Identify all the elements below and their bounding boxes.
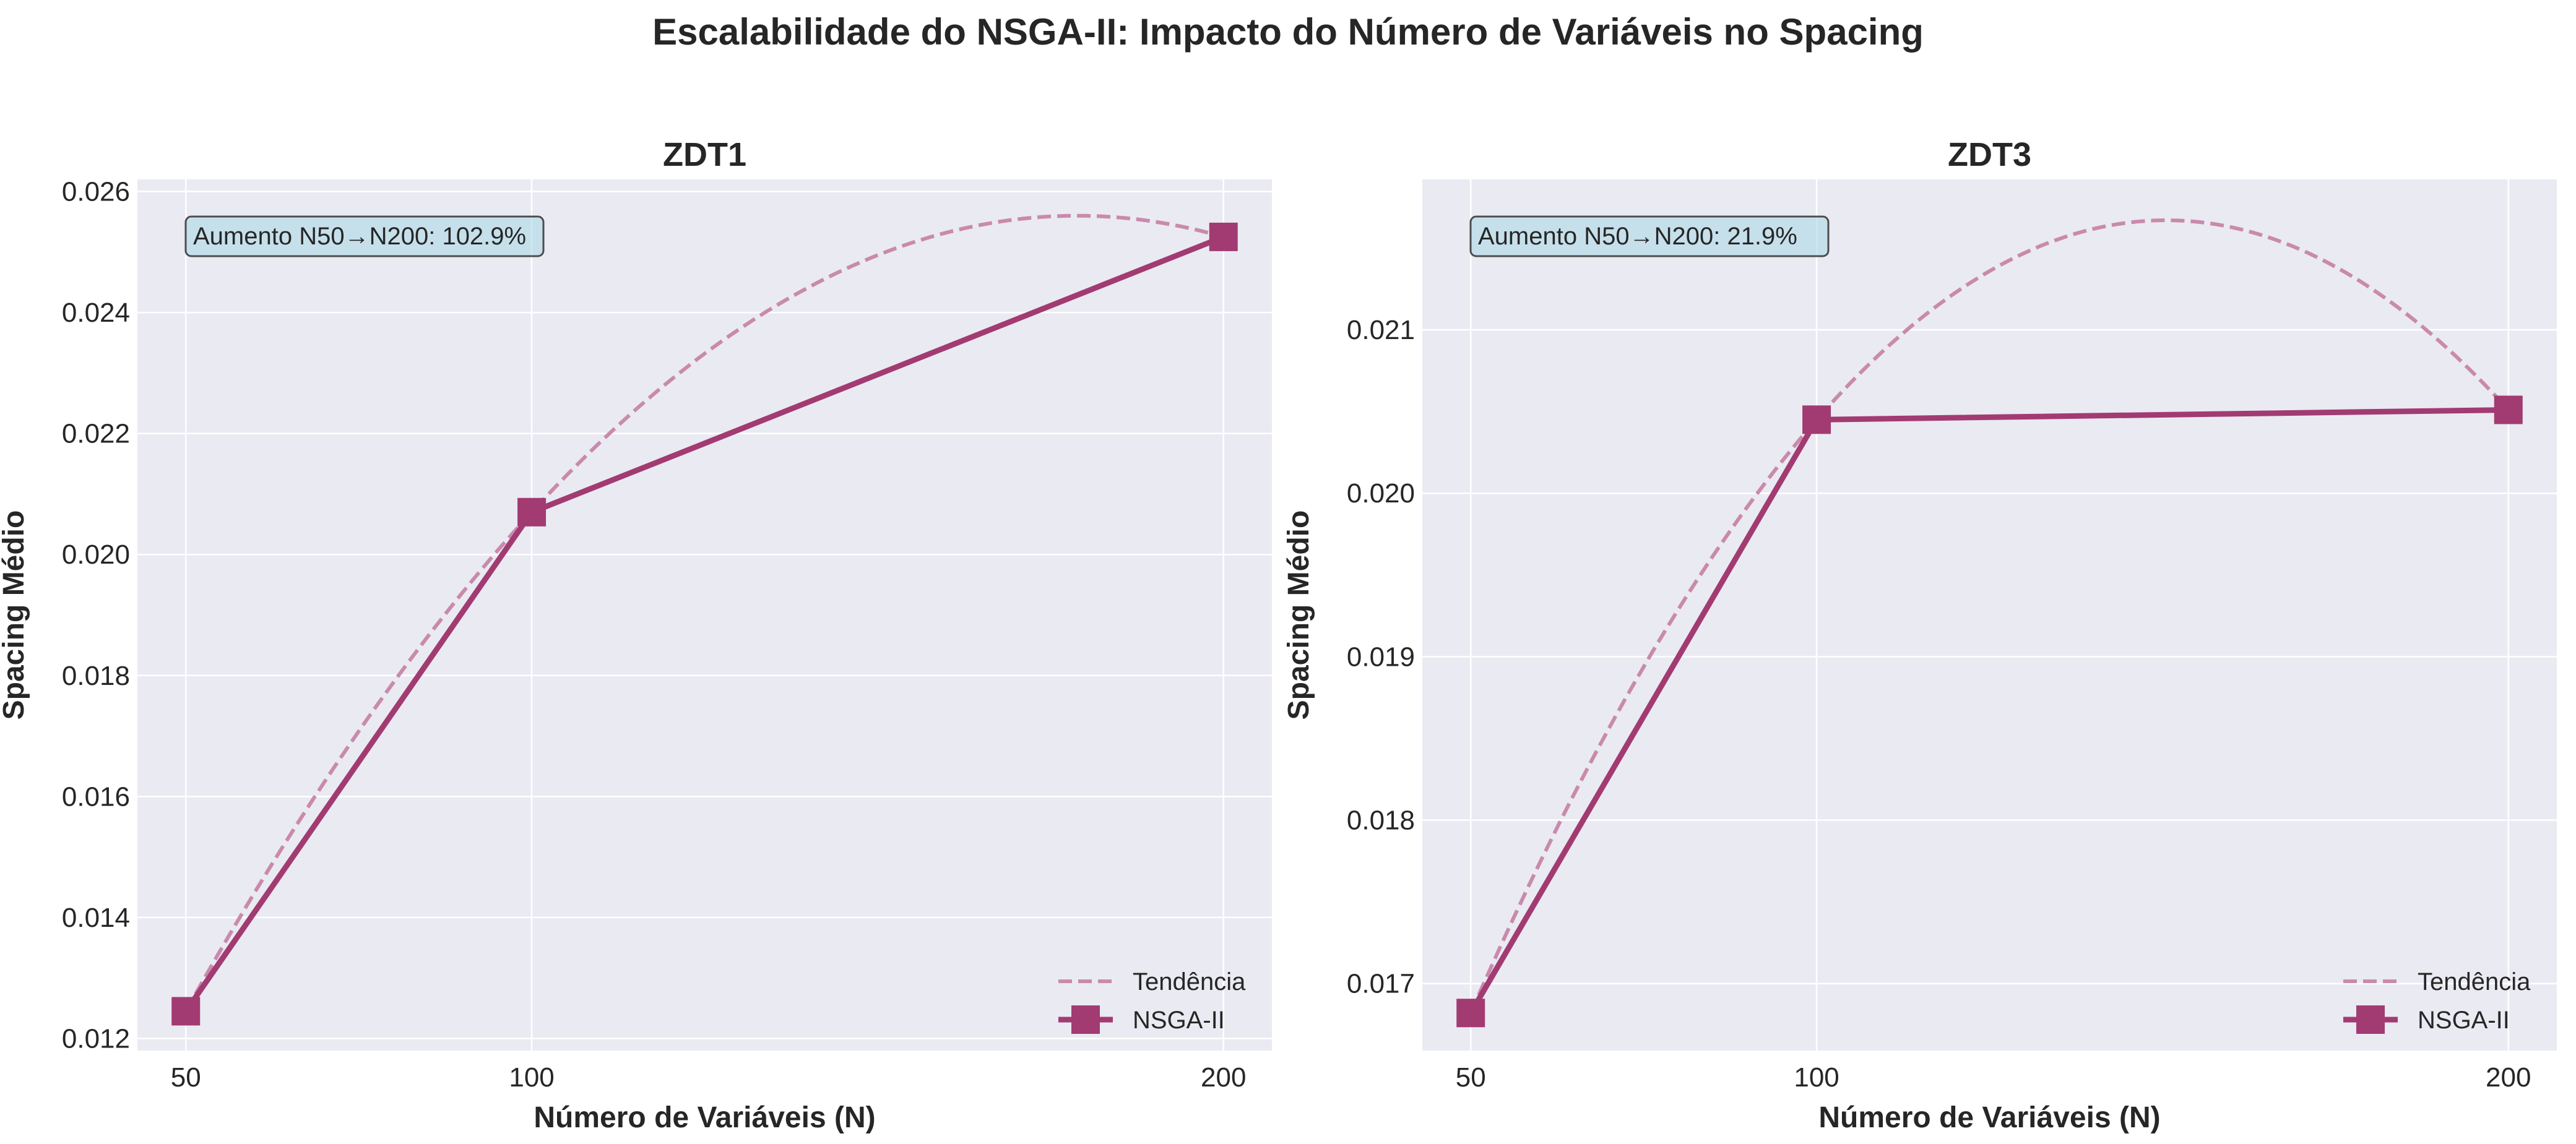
y-tick-label: 0.020 bbox=[1347, 478, 1415, 509]
data-point-marker bbox=[2494, 395, 2523, 424]
y-tick-label: 0.012 bbox=[62, 1023, 130, 1054]
x-axis-label: Número de Variáveis (N) bbox=[534, 1101, 875, 1134]
plot-area bbox=[137, 179, 1272, 1051]
legend-series-marker bbox=[1071, 1005, 1100, 1034]
trend-line bbox=[1469, 218, 2510, 1014]
data-point-marker bbox=[1209, 222, 1238, 251]
y-tick-label: 0.020 bbox=[62, 540, 130, 570]
y-tick-label: 0.022 bbox=[62, 419, 130, 449]
x-tick-label: 100 bbox=[509, 1062, 554, 1093]
x-tick-label: 100 bbox=[1794, 1062, 1839, 1093]
y-tick-label: 0.026 bbox=[62, 177, 130, 207]
data-point-marker bbox=[1802, 405, 1831, 434]
legend-label-series: NSGA-II bbox=[2418, 1007, 2510, 1034]
y-tick-label: 0.021 bbox=[1347, 315, 1415, 345]
chart-panel-zdt1: ZDT1 0.012 0.014 0.016 0.018 0.020 0.022 0.024 0… bbox=[0, 136, 1272, 1134]
y-tick-label: 0.016 bbox=[62, 781, 130, 812]
x-tick-label: 200 bbox=[2486, 1062, 2531, 1093]
x-axis-label: Número de Variáveis (N) bbox=[1818, 1101, 2160, 1134]
y-tick-label: 0.019 bbox=[1347, 642, 1415, 672]
x-tick-label: 200 bbox=[1201, 1062, 1246, 1093]
annotation-text: Aumento N50→N200: 102.9% bbox=[193, 223, 526, 250]
plot-area bbox=[1422, 179, 2557, 1051]
y-tick-label: 0.017 bbox=[1347, 969, 1415, 999]
annotation-box bbox=[184, 215, 545, 257]
data-point-marker bbox=[171, 997, 201, 1026]
x-tick-label: 50 bbox=[1456, 1062, 1486, 1093]
legend-label-trend: Tendência bbox=[2418, 968, 2531, 996]
trend-line bbox=[184, 213, 1224, 1012]
x-tick-label: 50 bbox=[171, 1062, 201, 1093]
data-point-marker bbox=[1456, 999, 1485, 1028]
y-tick-label: 0.018 bbox=[62, 661, 130, 691]
data-point-marker bbox=[517, 497, 547, 527]
annotation-text: Aumento N50→N200: 21.9% bbox=[1478, 223, 1797, 250]
legend-label-series: NSGA-II bbox=[1133, 1007, 1225, 1034]
legend-series-marker bbox=[2356, 1005, 2385, 1034]
annotation-box bbox=[1469, 215, 1830, 257]
y-tick-label: 0.024 bbox=[62, 298, 130, 328]
figure-title: Escalabilidade do NSGA-II: Impacto do Nú… bbox=[652, 11, 1924, 53]
chart-title: ZDT3 bbox=[1948, 136, 2031, 173]
y-tick-label: 0.014 bbox=[62, 903, 130, 933]
y-tick-label: 0.018 bbox=[1347, 806, 1415, 836]
y-axis-label: Spacing Médio bbox=[1282, 510, 1315, 720]
chart-panel-zdt3: ZDT3 0.017 0.018 0.019 0.020 0.021 50 100 200 Núm… bbox=[1282, 136, 2557, 1134]
y-axis-label: Spacing Médio bbox=[0, 510, 30, 720]
legend-label-trend: Tendência bbox=[1133, 968, 1246, 996]
chart-title: ZDT1 bbox=[663, 136, 746, 173]
